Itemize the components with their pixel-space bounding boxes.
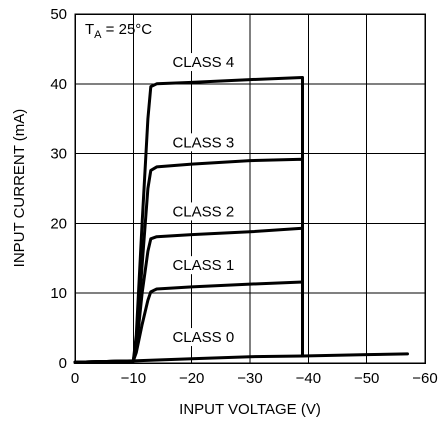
series-label-background: [169, 53, 238, 72]
series-label-background: [169, 202, 238, 221]
y-tick-labels: 0 10 20 30 40 50: [50, 6, 67, 372]
x-axis-title: INPUT VOLTAGE (V): [179, 401, 321, 418]
x-tick-label: −40: [296, 370, 321, 387]
grid: [75, 14, 425, 363]
y-tick-label: 10: [50, 285, 67, 302]
series-line-class-4: [73, 76, 304, 364]
y-tick-label: 50: [50, 6, 67, 23]
x-tick-label: −30: [237, 370, 262, 387]
annotation-subscript: A: [94, 29, 102, 41]
series-label-background: [169, 133, 238, 152]
series-labels: CLASS 4 CLASS 3 CLASS 2 CLASS 1 CLASS 0: [169, 53, 238, 347]
x-tick-label: −50: [354, 370, 379, 387]
annotation-suffix: = 25°C: [102, 21, 153, 38]
temperature-annotation: TA = 25°C: [85, 21, 152, 41]
series-label-background: [169, 256, 238, 275]
x-tick-labels: 0 −10 −20 −30 −40 −50 −60: [71, 370, 438, 387]
series-label-class-4: CLASS 4: [172, 54, 234, 71]
series-label-background: [169, 328, 238, 347]
y-tick-label: 40: [50, 76, 67, 93]
series-line-class-1: [73, 280, 304, 364]
series-label-class-1: CLASS 1: [172, 257, 234, 274]
series-lines: [73, 76, 409, 364]
series-label-class-3: CLASS 3: [172, 134, 234, 151]
y-tick-label: 30: [50, 146, 67, 163]
plot-frame: [74, 13, 426, 364]
x-tick-label: −20: [179, 370, 204, 387]
annotation-prefix: T: [85, 21, 94, 38]
x-tick-label: −10: [121, 370, 146, 387]
x-tick-label: −60: [412, 370, 437, 387]
series-label-class-0: CLASS 0: [172, 329, 234, 346]
y-tick-label: 20: [50, 215, 67, 232]
y-axis-title: INPUT CURRENT (mA): [11, 109, 28, 268]
series-label-class-2: CLASS 2: [172, 203, 234, 220]
x-tick-label: 0: [71, 370, 79, 387]
y-tick-label: 0: [59, 355, 67, 372]
